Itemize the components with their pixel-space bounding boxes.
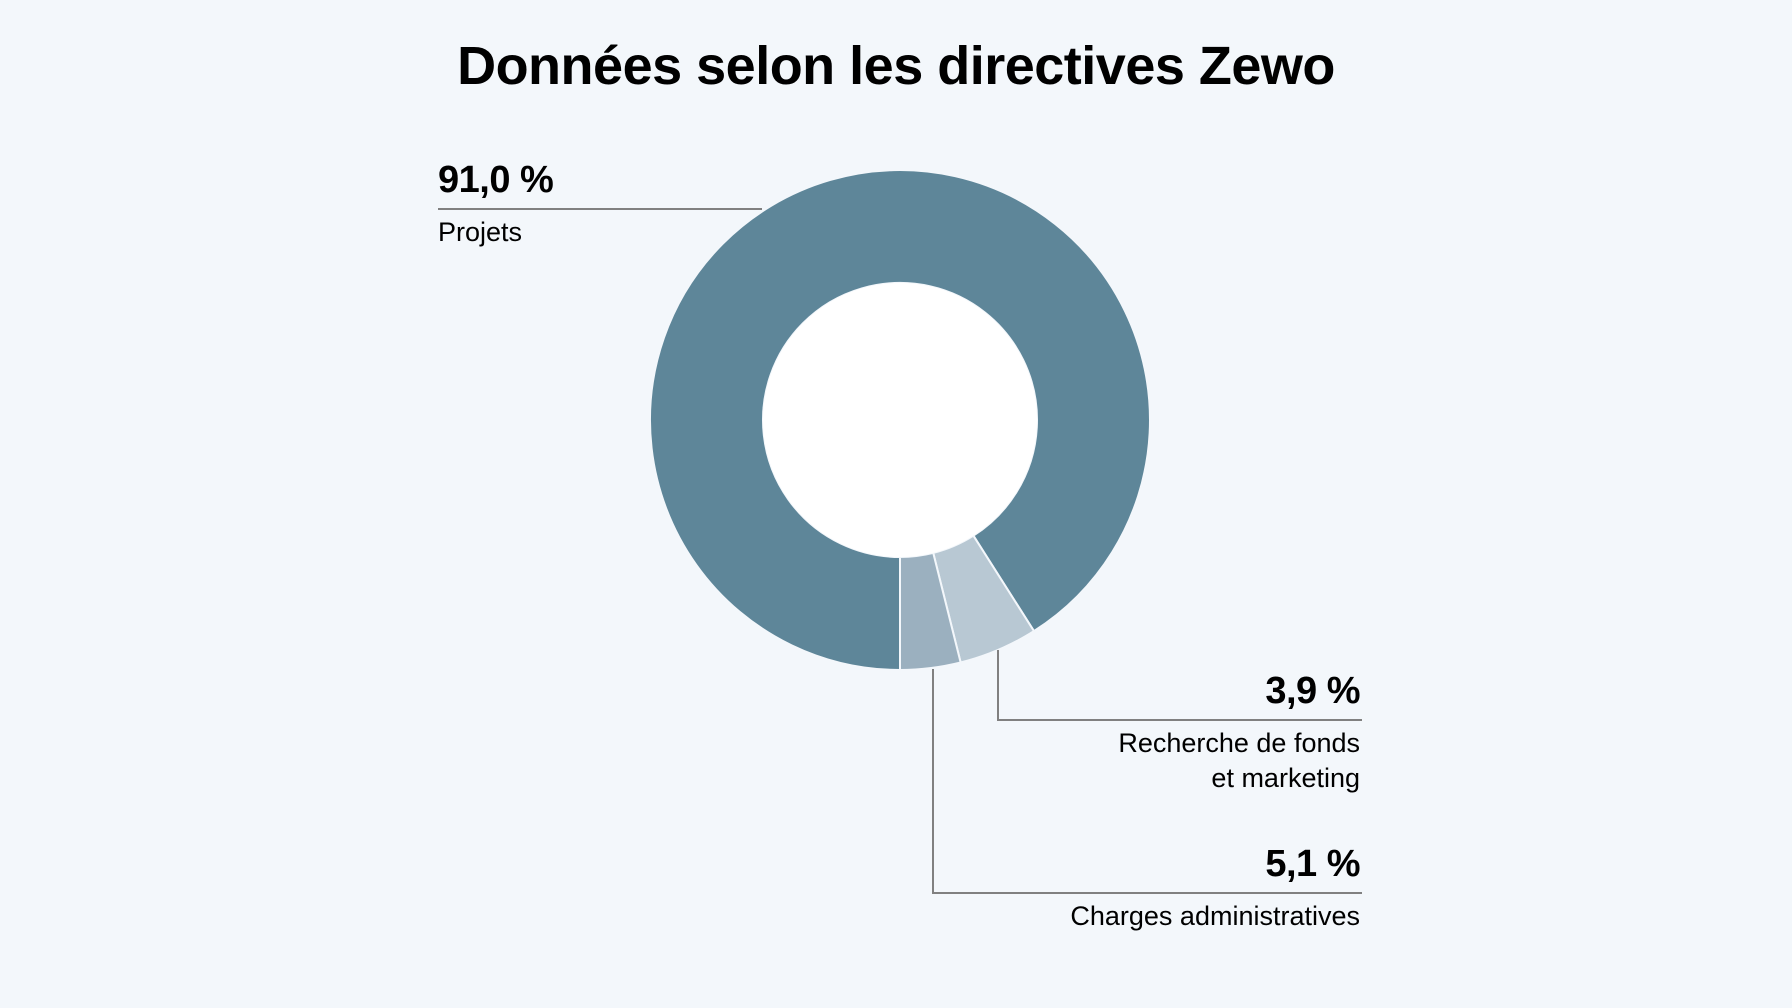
donut-hole	[763, 283, 1037, 557]
slice-label-fundraising-line-1: Recherche de fonds	[1118, 728, 1360, 758]
slice-value-label-fundraising: 3,9 %	[1265, 670, 1360, 712]
slice-value-label-admin: 5,1 %	[1265, 843, 1360, 885]
leader-line-admin	[932, 669, 1362, 894]
slice-label-admin: Charges administratives	[1070, 901, 1360, 931]
chart-title: Données selon les directives Zewo	[457, 36, 1335, 96]
slice-label-fundraising: Recherche de fonds et marketing	[960, 726, 1360, 796]
slice-label-projets: Projets	[438, 217, 523, 247]
slice-value-label-projets: 91,0 %	[438, 159, 554, 201]
slice-label-fundraising-line-2: et marketing	[1211, 763, 1360, 793]
leader-line-fundraising	[997, 650, 1362, 721]
